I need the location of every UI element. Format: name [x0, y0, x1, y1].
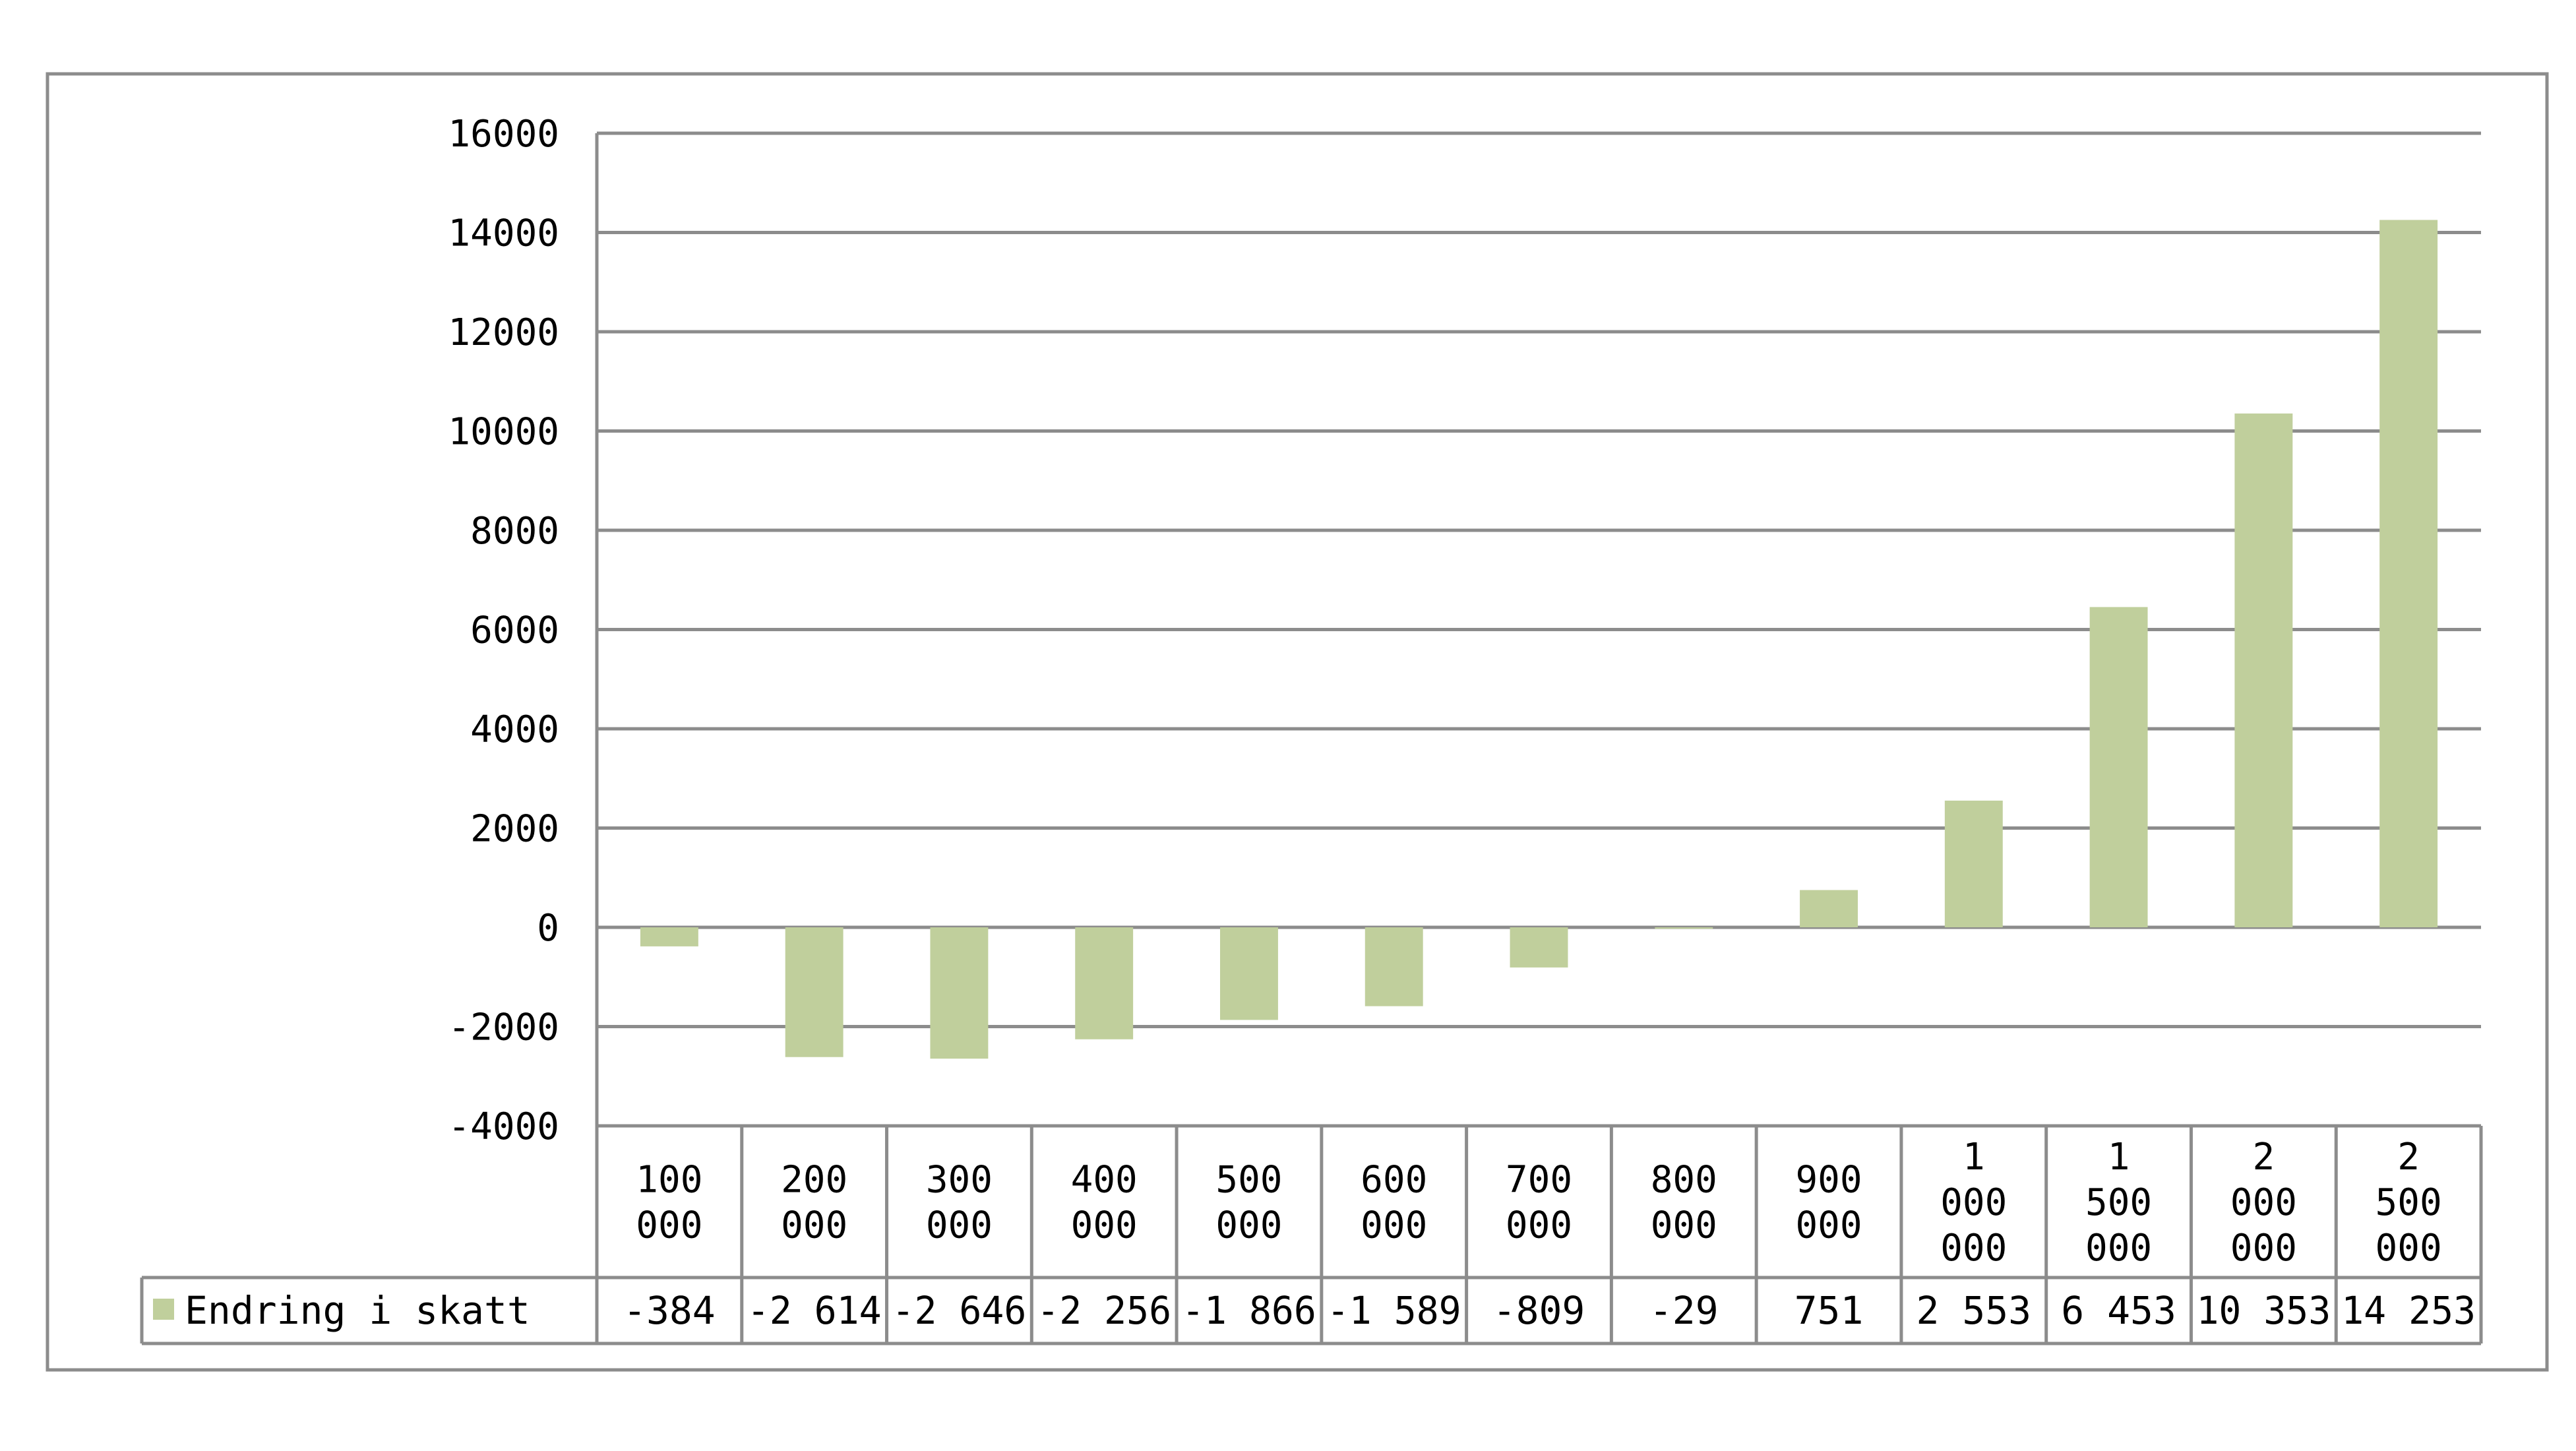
- data-value-label: 751: [1794, 1288, 1864, 1333]
- x-category-label: 000: [2376, 1227, 2442, 1270]
- y-tick-label: 12000: [448, 311, 559, 354]
- bar: [785, 927, 843, 1057]
- data-value-label: 14 253: [2341, 1288, 2476, 1333]
- x-category-label: 000: [636, 1204, 702, 1247]
- x-category-label: 700: [1506, 1159, 1572, 1202]
- data-value-label: -2 256: [1037, 1288, 1171, 1333]
- data-value-label: 6 453: [2061, 1288, 2176, 1333]
- bars: [640, 220, 2438, 1059]
- bar: [1510, 927, 1568, 968]
- x-category-label: 000: [1940, 1181, 2007, 1224]
- x-category-label: 600: [1361, 1159, 1427, 1202]
- gridlines: [595, 131, 2481, 1343]
- legend-series-name: Endring i skatt: [185, 1288, 530, 1333]
- x-category-label: 300: [926, 1159, 993, 1202]
- x-category-label: 000: [2230, 1227, 2297, 1270]
- bar: [640, 927, 698, 946]
- x-category-label: 2: [2397, 1136, 2420, 1179]
- y-tick-label: -4000: [448, 1105, 559, 1148]
- bar: [1800, 890, 1858, 927]
- bar: [930, 927, 989, 1059]
- data-value-label: -1 589: [1327, 1288, 1461, 1333]
- data-value-label: 10 353: [2196, 1288, 2331, 1333]
- bar: [1220, 927, 1278, 1020]
- data-value-label: -2 646: [892, 1288, 1027, 1333]
- y-tick-label: 14000: [448, 212, 559, 255]
- x-category-label: 500: [2376, 1181, 2442, 1224]
- y-tick-label: -2000: [448, 1006, 559, 1049]
- x-category-label: 000: [926, 1204, 993, 1247]
- x-category-label: 800: [1651, 1159, 1717, 1202]
- y-tick-label: 10000: [448, 411, 559, 454]
- y-tick-label: 4000: [470, 708, 559, 751]
- x-category-label: 000: [1651, 1204, 1717, 1247]
- data-value-label: -384: [623, 1288, 716, 1333]
- data-value-label: -29: [1649, 1288, 1719, 1333]
- x-category-label: 1: [2108, 1136, 2130, 1179]
- x-category-label: 000: [1361, 1204, 1427, 1247]
- legend-swatch: [153, 1299, 174, 1320]
- y-tick-label: 2000: [470, 808, 559, 851]
- x-category-label: 2: [2252, 1136, 2275, 1179]
- x-category-label: 500: [2085, 1181, 2152, 1224]
- x-category-label: 000: [781, 1204, 847, 1247]
- data-value-label: -2 614: [747, 1288, 882, 1333]
- y-axis-tick-labels: -4000 -2000 0 2000 4000 6000 8000 10000 12000 140…: [448, 113, 559, 1148]
- bar: [2379, 220, 2438, 927]
- y-tick-label: 0: [537, 907, 559, 950]
- x-category-label: 000: [2085, 1227, 2152, 1270]
- x-category-label: 900: [1795, 1159, 1862, 1202]
- x-category-label: 000: [1071, 1204, 1138, 1247]
- x-category-label: 500: [1215, 1159, 1282, 1202]
- x-category-label: 000: [1940, 1227, 2007, 1270]
- y-tick-label: 16000: [448, 113, 559, 156]
- x-category-label: 000: [1506, 1204, 1572, 1247]
- x-category-label: 1: [1963, 1136, 1985, 1179]
- data-value-label: -809: [1493, 1288, 1585, 1333]
- bar: [2089, 607, 2148, 927]
- x-category-label: 400: [1071, 1159, 1138, 1202]
- bar: [2234, 413, 2293, 927]
- bar: [1075, 927, 1134, 1039]
- bar: [1944, 800, 2003, 927]
- x-category-label: 100: [636, 1159, 702, 1202]
- x-category-label: 000: [1795, 1204, 1862, 1247]
- data-value-label: 2 553: [1917, 1288, 2032, 1333]
- data-table: 1000002000003000004000005000006000007000…: [140, 1124, 2483, 1345]
- bar: [1365, 927, 1423, 1006]
- x-category-label: 000: [2230, 1181, 2297, 1224]
- y-tick-label: 8000: [470, 510, 559, 553]
- chart-frame: [46, 72, 2549, 1372]
- x-category-label: 200: [781, 1159, 847, 1202]
- y-tick-label: 6000: [470, 609, 559, 652]
- data-value-label: -1 866: [1182, 1288, 1316, 1333]
- bar: [1655, 927, 1713, 929]
- x-category-label: 000: [1215, 1204, 1282, 1247]
